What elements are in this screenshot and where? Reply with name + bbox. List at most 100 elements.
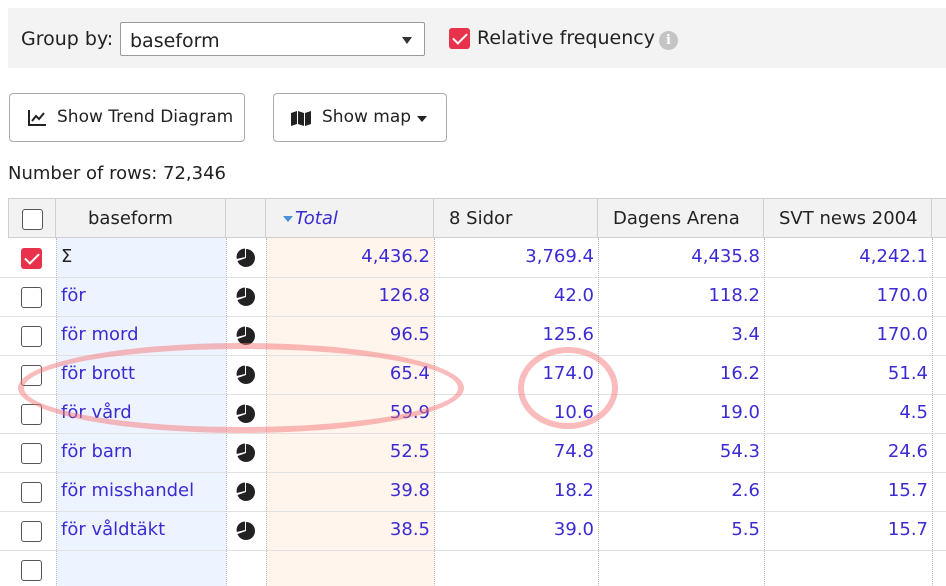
row-svt-news-2004[interactable]: 51.4 <box>887 363 928 384</box>
row-baseform[interactable]: för vård <box>61 402 132 423</box>
row-checkbox[interactable] <box>21 365 42 386</box>
row-divider <box>0 472 946 473</box>
row-checkbox[interactable] <box>21 443 42 464</box>
row-divider <box>0 550 946 551</box>
row-divider <box>0 511 946 512</box>
row-8-sidor[interactable]: 125.6 <box>542 324 594 345</box>
row-dagens-arena[interactable]: 4,435.8 <box>691 246 760 267</box>
header-pie[interactable] <box>226 198 266 238</box>
row-checkbox[interactable] <box>21 404 42 425</box>
row-8-sidor[interactable]: 3,769.4 <box>525 246 594 267</box>
row-divider <box>0 277 946 278</box>
rows-count-value: 72,346 <box>163 163 227 184</box>
row-total[interactable]: 38.5 <box>389 519 430 540</box>
show-map-label: Show map <box>322 107 412 127</box>
row-checkbox[interactable] <box>21 326 42 347</box>
row-baseform[interactable]: för mord <box>61 324 139 345</box>
header-8-sidor[interactable]: 8 Sidor <box>434 198 598 238</box>
row-checkbox[interactable] <box>21 560 42 581</box>
column-divider <box>932 238 933 586</box>
row-checkbox[interactable] <box>21 521 42 542</box>
row-baseform[interactable]: Σ <box>61 246 73 267</box>
row-8-sidor[interactable]: 74.8 <box>553 441 594 462</box>
map-icon <box>291 111 311 126</box>
row-baseform[interactable]: för barn <box>61 441 133 462</box>
column-divider <box>764 238 765 586</box>
row-dagens-arena[interactable]: 3.4 <box>731 324 760 345</box>
select-all-checkbox[interactable] <box>22 209 43 230</box>
row-8-sidor[interactable]: 174.0 <box>542 363 594 384</box>
row-svt-news-2004[interactable]: 170.0 <box>876 324 928 345</box>
baseform-column-bg <box>56 238 226 586</box>
row-baseform[interactable]: för våldtäkt <box>61 519 166 540</box>
sort-descending-icon <box>283 216 293 222</box>
toolbar: Group by: baseform Relative frequency i <box>8 8 946 68</box>
row-svt-news-2004[interactable]: 24.6 <box>887 441 928 462</box>
row-8-sidor[interactable]: 10.6 <box>553 402 594 423</box>
row-svt-news-2004[interactable]: 4,242.1 <box>859 246 928 267</box>
show-map-button[interactable]: Show map <box>273 93 447 142</box>
row-baseform[interactable]: för <box>61 285 86 306</box>
pie-chart-icon[interactable] <box>236 404 256 424</box>
row-8-sidor[interactable]: 18.2 <box>553 480 594 501</box>
row-total[interactable]: 39.8 <box>389 480 430 501</box>
row-checkbox[interactable] <box>21 287 42 308</box>
header-select-all[interactable] <box>8 198 56 238</box>
header-total-label: Total <box>295 208 338 229</box>
header-total[interactable]: Total <box>266 198 434 238</box>
header-svt-news-2004[interactable]: SVT news 2004 <box>764 198 932 238</box>
pie-chart-icon[interactable] <box>236 482 256 502</box>
row-svt-news-2004[interactable]: 15.7 <box>887 519 928 540</box>
row-baseform[interactable]: för brott <box>61 363 136 384</box>
column-divider <box>434 238 435 586</box>
pie-chart-icon[interactable] <box>236 365 256 385</box>
rows-count-label: Number of rows: <box>8 163 158 184</box>
row-svt-news-2004[interactable]: 15.7 <box>887 480 928 501</box>
row-total[interactable]: 65.4 <box>389 363 430 384</box>
header-dagens-arena-label: Dagens Arena <box>613 208 740 229</box>
row-total[interactable]: 59.9 <box>389 402 430 423</box>
header-baseform-label: baseform <box>88 208 173 229</box>
results-table: baseform Total 8 Sidor Dagens Arena SVT news… <box>0 198 946 586</box>
row-8-sidor[interactable]: 39.0 <box>553 519 594 540</box>
info-icon[interactable]: i <box>659 31 678 50</box>
group-by-label: Group by: <box>21 28 114 50</box>
pie-chart-icon[interactable] <box>236 443 256 463</box>
column-divider <box>266 238 267 586</box>
pie-chart-icon[interactable] <box>236 248 256 268</box>
row-total[interactable]: 4,436.2 <box>361 246 430 267</box>
line-chart-icon <box>28 110 46 126</box>
row-svt-news-2004[interactable]: 4.5 <box>899 402 928 423</box>
row-total[interactable]: 52.5 <box>389 441 430 462</box>
header-baseform[interactable]: baseform <box>56 198 226 238</box>
row-total[interactable]: 96.5 <box>389 324 430 345</box>
pie-chart-icon[interactable] <box>236 326 256 346</box>
row-baseform[interactable]: för misshandel <box>61 480 195 501</box>
pie-chart-icon[interactable] <box>236 287 256 307</box>
row-dagens-arena[interactable]: 19.0 <box>719 402 760 423</box>
relative-frequency-checkbox[interactable] <box>449 28 470 49</box>
row-8-sidor[interactable]: 42.0 <box>553 285 594 306</box>
row-checkbox[interactable] <box>21 482 42 503</box>
row-dagens-arena[interactable]: 54.3 <box>719 441 760 462</box>
header-8-sidor-label: 8 Sidor <box>449 208 513 229</box>
row-divider <box>0 316 946 317</box>
header-partial[interactable]: S <box>932 198 946 238</box>
total-column-bg <box>266 238 434 586</box>
row-checkbox[interactable] <box>21 248 42 269</box>
column-divider <box>56 238 57 586</box>
header-svt-news-2004-label: SVT news 2004 <box>779 208 918 229</box>
row-total[interactable]: 126.8 <box>378 285 430 306</box>
row-dagens-arena[interactable]: 16.2 <box>719 363 760 384</box>
row-dagens-arena[interactable]: 5.5 <box>731 519 760 540</box>
pie-chart-icon[interactable] <box>236 521 256 541</box>
rows-count: Number of rows: 72,346 <box>8 163 226 184</box>
row-divider <box>0 394 946 395</box>
show-trend-diagram-label: Show Trend Diagram <box>57 107 234 127</box>
row-dagens-arena[interactable]: 118.2 <box>708 285 760 306</box>
show-trend-diagram-button[interactable]: Show Trend Diagram <box>9 93 245 142</box>
row-svt-news-2004[interactable]: 170.0 <box>876 285 928 306</box>
group-by-select[interactable]: baseform <box>120 22 425 56</box>
header-dagens-arena[interactable]: Dagens Arena <box>598 198 764 238</box>
row-dagens-arena[interactable]: 2.6 <box>731 480 760 501</box>
